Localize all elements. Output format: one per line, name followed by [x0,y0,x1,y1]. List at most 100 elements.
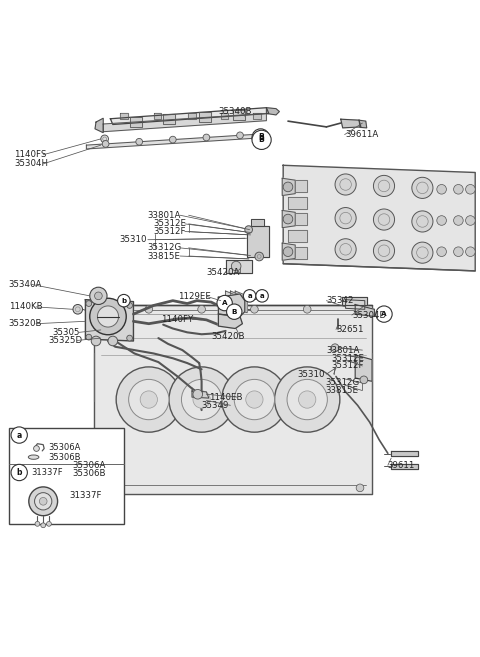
Circle shape [102,484,109,491]
Circle shape [35,522,40,526]
Polygon shape [346,300,365,309]
Text: 35312G: 35312G [148,243,182,252]
Text: 35306B: 35306B [48,453,81,462]
Polygon shape [355,304,374,317]
Text: 35420A: 35420A [206,268,240,277]
Circle shape [118,294,130,307]
Text: 35342: 35342 [326,296,354,305]
Polygon shape [251,219,264,226]
Polygon shape [199,112,211,122]
Text: 33801A: 33801A [326,346,360,355]
Polygon shape [288,230,307,242]
Circle shape [243,290,256,302]
Polygon shape [154,113,161,119]
Polygon shape [235,291,247,313]
Circle shape [95,292,102,300]
Circle shape [193,391,210,408]
Text: 31337F: 31337F [31,468,63,477]
Circle shape [454,215,463,225]
Text: a: a [247,293,252,299]
Text: b: b [121,298,126,304]
Text: B: B [231,309,237,315]
Circle shape [129,379,169,420]
Circle shape [299,391,316,408]
Polygon shape [130,118,142,127]
Circle shape [373,209,395,230]
Circle shape [412,242,433,263]
Polygon shape [95,118,103,133]
Polygon shape [120,114,128,119]
Polygon shape [282,178,295,196]
Polygon shape [192,391,209,398]
Polygon shape [247,226,269,258]
Polygon shape [341,119,361,128]
Circle shape [237,132,243,139]
Circle shape [29,487,58,516]
Polygon shape [218,294,245,317]
Circle shape [252,129,269,146]
Polygon shape [233,110,245,120]
Text: 35312F: 35312F [331,361,364,371]
Text: a: a [260,293,264,299]
Text: 1140EB: 1140EB [209,393,242,401]
Circle shape [86,301,92,306]
Circle shape [360,376,368,384]
Polygon shape [85,300,133,341]
Circle shape [145,306,153,313]
Text: 31337F: 31337F [70,491,102,500]
Circle shape [275,367,340,432]
Polygon shape [218,314,242,328]
Circle shape [412,211,433,232]
Circle shape [231,261,241,271]
Polygon shape [110,108,269,124]
Circle shape [283,214,293,224]
Polygon shape [342,298,367,304]
Circle shape [331,344,339,351]
Circle shape [108,336,118,346]
Polygon shape [103,114,266,131]
Circle shape [91,336,101,346]
Text: 35340B: 35340B [218,107,252,116]
Text: 35325D: 35325D [48,336,82,345]
Text: 1129EE: 1129EE [178,292,210,301]
Polygon shape [391,464,418,468]
Polygon shape [359,120,367,128]
Text: 32651: 32651 [336,325,363,334]
Text: 39611A: 39611A [346,130,379,139]
Circle shape [283,247,293,256]
Circle shape [127,335,132,341]
Circle shape [169,367,234,432]
Circle shape [11,464,27,481]
Circle shape [335,174,356,195]
Text: 35310: 35310 [298,370,325,378]
Circle shape [287,379,327,420]
Circle shape [256,290,268,302]
Text: 35420B: 35420B [211,332,245,341]
Circle shape [255,252,264,261]
Circle shape [101,135,108,143]
Polygon shape [188,113,196,119]
Circle shape [227,304,242,319]
Text: 39611: 39611 [388,461,415,470]
Polygon shape [355,355,372,381]
Circle shape [373,175,395,196]
Polygon shape [282,243,295,260]
Circle shape [356,484,364,491]
Circle shape [454,185,463,194]
Circle shape [437,247,446,256]
Text: 35340A: 35340A [9,280,42,289]
Polygon shape [282,210,295,228]
Text: 1140KB: 1140KB [9,302,42,311]
Polygon shape [253,113,261,118]
Polygon shape [283,166,475,271]
Text: A: A [222,300,228,306]
Text: 35305: 35305 [53,328,80,337]
Text: 35312F: 35312F [154,227,186,236]
Circle shape [466,215,475,225]
Text: 33815E: 33815E [148,252,181,261]
Circle shape [169,136,176,143]
Circle shape [41,523,46,528]
Text: 35304H: 35304H [14,160,48,168]
Circle shape [335,238,356,260]
Circle shape [35,493,52,510]
